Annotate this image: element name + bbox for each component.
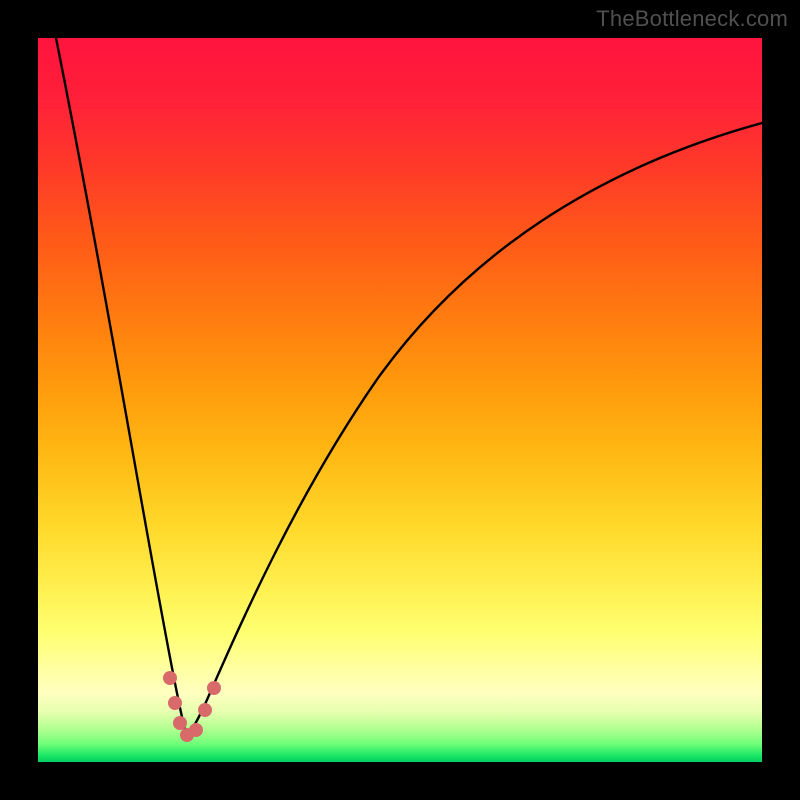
watermark-text: TheBottleneck.com <box>596 6 788 32</box>
chart-container <box>0 0 800 800</box>
plot-area <box>38 38 762 762</box>
bottleneck-curve <box>38 38 762 762</box>
